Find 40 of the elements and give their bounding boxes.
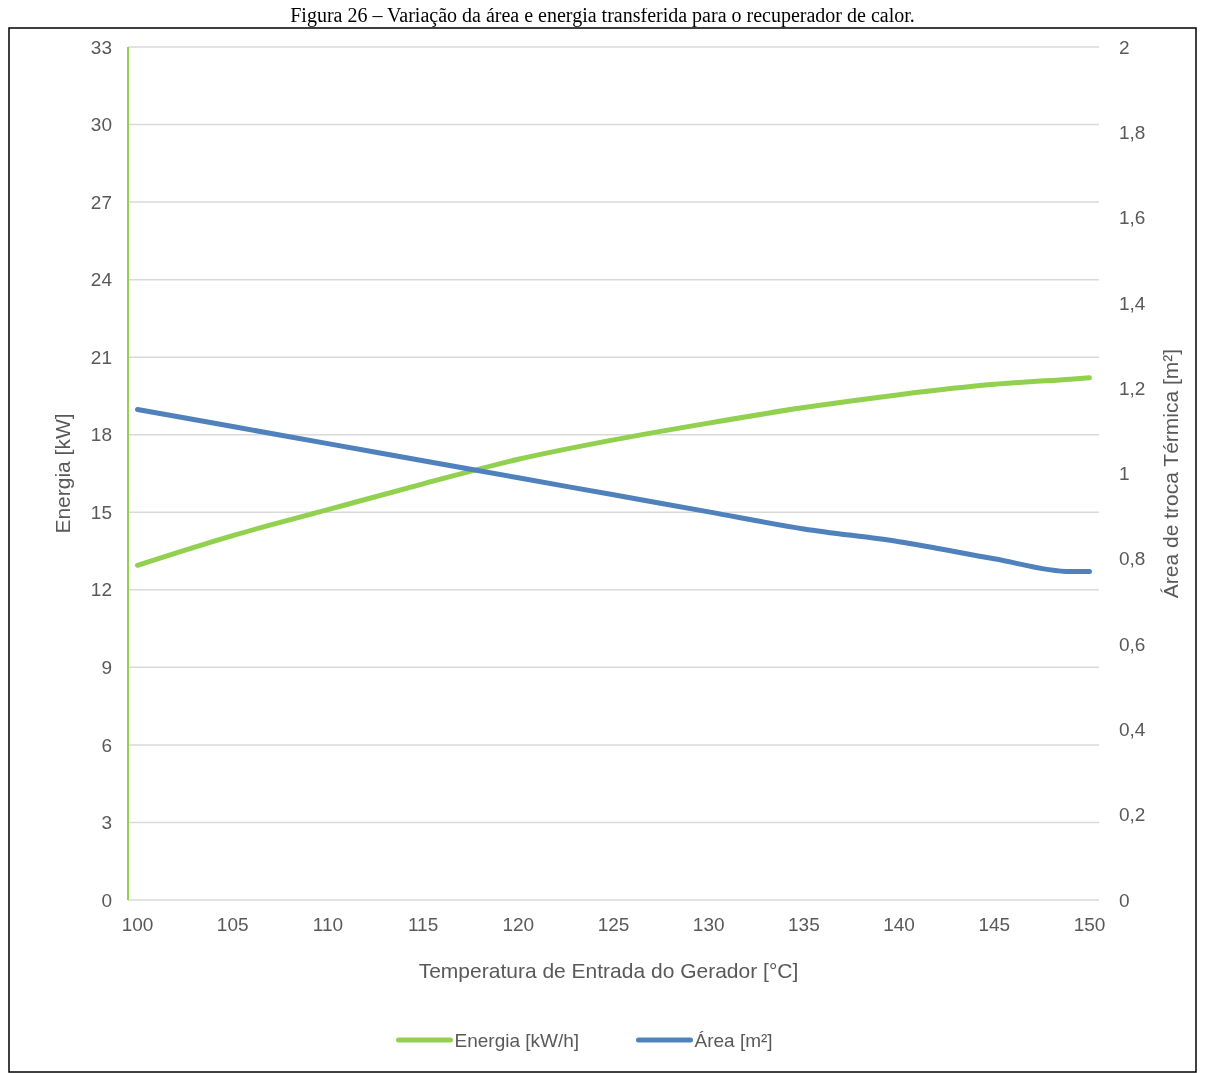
- x-tick-label: 120: [502, 914, 535, 935]
- y2-tick-label: 0,8: [1119, 548, 1146, 570]
- y2-tick-label: 2: [1119, 36, 1130, 58]
- x-tick-label: 105: [216, 914, 249, 935]
- legend-label: Energia [kW/h]: [454, 1029, 580, 1051]
- x-tick-label: 100: [121, 914, 154, 935]
- x-axis-title: Temperatura de Entrada do Gerador [°C]: [418, 959, 799, 982]
- y-tick-label: 27: [90, 191, 112, 213]
- y2-tick-label: 1,2: [1119, 377, 1146, 399]
- x-tick-label: 150: [1073, 914, 1106, 935]
- chart-title: Figura 26 – Variação da área e energia transferida para o recuperador de calor.: [290, 4, 915, 27]
- y-tick-label: 24: [90, 269, 113, 291]
- y-axis-title: Energia [kW]: [51, 413, 74, 534]
- y2-tick-label: 1,4: [1119, 292, 1146, 314]
- x-tick-label: 125: [597, 914, 630, 935]
- y2-tick-label: 1,8: [1119, 121, 1146, 143]
- legend-label: Área [m²]: [694, 1029, 773, 1051]
- y2-tick-label: 0,6: [1119, 633, 1146, 655]
- x-tick-label: 130: [692, 914, 725, 935]
- x-tick-label: 140: [883, 914, 915, 935]
- y-tick-label: 0: [101, 889, 112, 911]
- x-tick-label: 110: [312, 914, 344, 935]
- y-tick-label: 15: [90, 501, 112, 523]
- y-tick-label: 21: [90, 346, 112, 368]
- x-tick-label: 115: [407, 914, 439, 935]
- y-tick-label: 12: [90, 579, 112, 601]
- y2-tick-label: 1: [1119, 463, 1130, 485]
- x-tick-label: 145: [978, 914, 1011, 935]
- y2-tick-label: 0,2: [1119, 804, 1146, 826]
- y-tick-label: 30: [90, 114, 112, 136]
- y-tick-label: 3: [101, 812, 112, 834]
- y-tick-label: 18: [90, 424, 112, 446]
- y-tick-label: 9: [101, 657, 112, 679]
- y2-tick-label: 0: [1119, 889, 1130, 911]
- y-tick-label: 33: [90, 36, 112, 58]
- y2-tick-label: 1,6: [1119, 207, 1146, 229]
- x-tick-label: 135: [788, 914, 820, 935]
- y2-axis-title: Área de troca Térmica [m²]: [1159, 348, 1182, 599]
- y-tick-label: 6: [101, 734, 112, 756]
- y2-tick-label: 0,4: [1119, 719, 1146, 741]
